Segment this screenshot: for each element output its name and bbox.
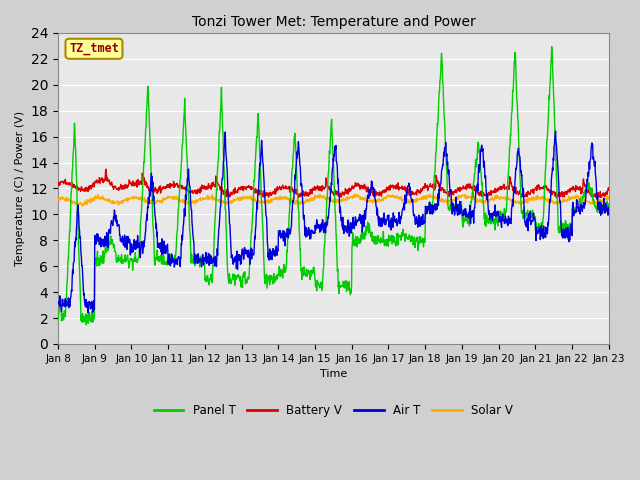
Title: Tonzi Tower Met: Temperature and Power: Tonzi Tower Met: Temperature and Power bbox=[191, 15, 476, 29]
Y-axis label: Temperature (C) / Power (V): Temperature (C) / Power (V) bbox=[15, 111, 25, 266]
X-axis label: Time: Time bbox=[320, 369, 347, 379]
Text: TZ_tmet: TZ_tmet bbox=[69, 42, 119, 55]
Legend: Panel T, Battery V, Air T, Solar V: Panel T, Battery V, Air T, Solar V bbox=[149, 399, 518, 422]
